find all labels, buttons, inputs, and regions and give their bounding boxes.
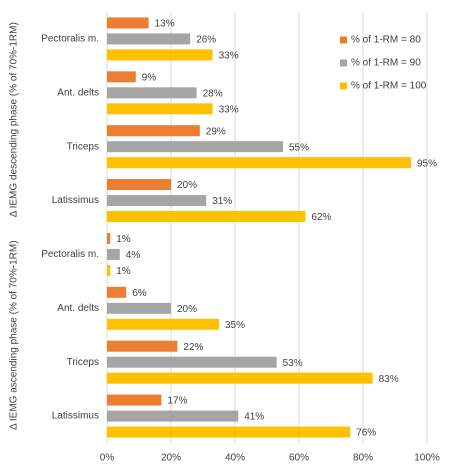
- value-label: 28%: [203, 88, 223, 99]
- x-tick-label: 0%: [100, 453, 115, 464]
- bar: [107, 71, 136, 83]
- y-tick-label: Latissimus: [52, 195, 99, 206]
- value-label: 76%: [356, 428, 376, 439]
- bar: [107, 17, 149, 29]
- value-label: 83%: [379, 374, 399, 385]
- bar: [107, 426, 351, 438]
- value-label: 62%: [311, 212, 331, 223]
- legend-label: % of 1-RM = 100: [351, 81, 427, 92]
- y-tick-label: Ant. delts: [57, 303, 99, 314]
- bar: [107, 195, 207, 207]
- legend-label: % of 1-RM = 90: [351, 58, 421, 69]
- bar: [107, 157, 411, 169]
- bar: [107, 141, 283, 153]
- bar: [107, 286, 127, 298]
- bar: [107, 302, 171, 314]
- value-label: 53%: [283, 358, 303, 369]
- y-tick-label: Pectoralis m.: [41, 34, 99, 45]
- value-label: 1%: [116, 266, 131, 277]
- bar: [107, 33, 191, 45]
- bar: [107, 394, 162, 406]
- value-label: 4%: [126, 250, 141, 261]
- x-tick-label: 80%: [353, 453, 373, 464]
- legend-swatch: [340, 82, 347, 90]
- bar: [107, 179, 171, 191]
- value-label: 6%: [132, 288, 147, 299]
- bar: [107, 49, 213, 61]
- legend-label: % of 1-RM = 80: [351, 35, 421, 46]
- legend-swatch: [340, 59, 347, 67]
- value-label: 29%: [206, 126, 226, 137]
- x-tick-label: 40%: [225, 453, 245, 464]
- y-tick-label: Latissimus: [52, 411, 99, 422]
- value-label: 41%: [244, 412, 264, 423]
- value-label: 13%: [155, 19, 175, 30]
- bar: [107, 211, 306, 223]
- bar: [107, 232, 111, 244]
- value-label: 22%: [183, 342, 203, 353]
- value-label: 33%: [219, 104, 239, 115]
- y-tick-label: Triceps: [67, 357, 99, 368]
- bar: [107, 356, 277, 368]
- bar: [107, 372, 373, 384]
- y-group-label: Δ IEMG descending phase (% of 70%-1RM): [9, 22, 20, 217]
- bar: [107, 87, 197, 99]
- value-label: 35%: [225, 320, 245, 331]
- value-label: 26%: [196, 35, 216, 46]
- bar: [107, 248, 120, 260]
- y-group-label: Δ IEMG ascending phase (% of 70%-1RM): [9, 240, 20, 430]
- value-label: 55%: [289, 142, 309, 153]
- value-label: 95%: [417, 158, 437, 169]
- y-tick-label: Triceps: [67, 141, 99, 152]
- value-label: 31%: [212, 196, 232, 207]
- value-label: 1%: [116, 234, 131, 245]
- bar: [107, 410, 239, 422]
- x-tick-label: 60%: [289, 453, 309, 464]
- value-label: 33%: [219, 51, 239, 62]
- bar: [107, 264, 111, 276]
- value-label: 17%: [167, 396, 187, 407]
- value-label: 9%: [142, 72, 157, 83]
- x-tick-label: 100%: [414, 453, 440, 464]
- y-tick-label: Pectoralis m.: [41, 249, 99, 260]
- value-label: 20%: [177, 180, 197, 191]
- value-label: 20%: [177, 304, 197, 315]
- bar: [107, 125, 200, 137]
- bar: [107, 103, 213, 115]
- bar: [107, 318, 219, 330]
- legend-swatch: [340, 36, 347, 44]
- x-tick-label: 20%: [161, 453, 181, 464]
- y-tick-label: Ant. delts: [57, 87, 99, 98]
- bar: [107, 340, 178, 352]
